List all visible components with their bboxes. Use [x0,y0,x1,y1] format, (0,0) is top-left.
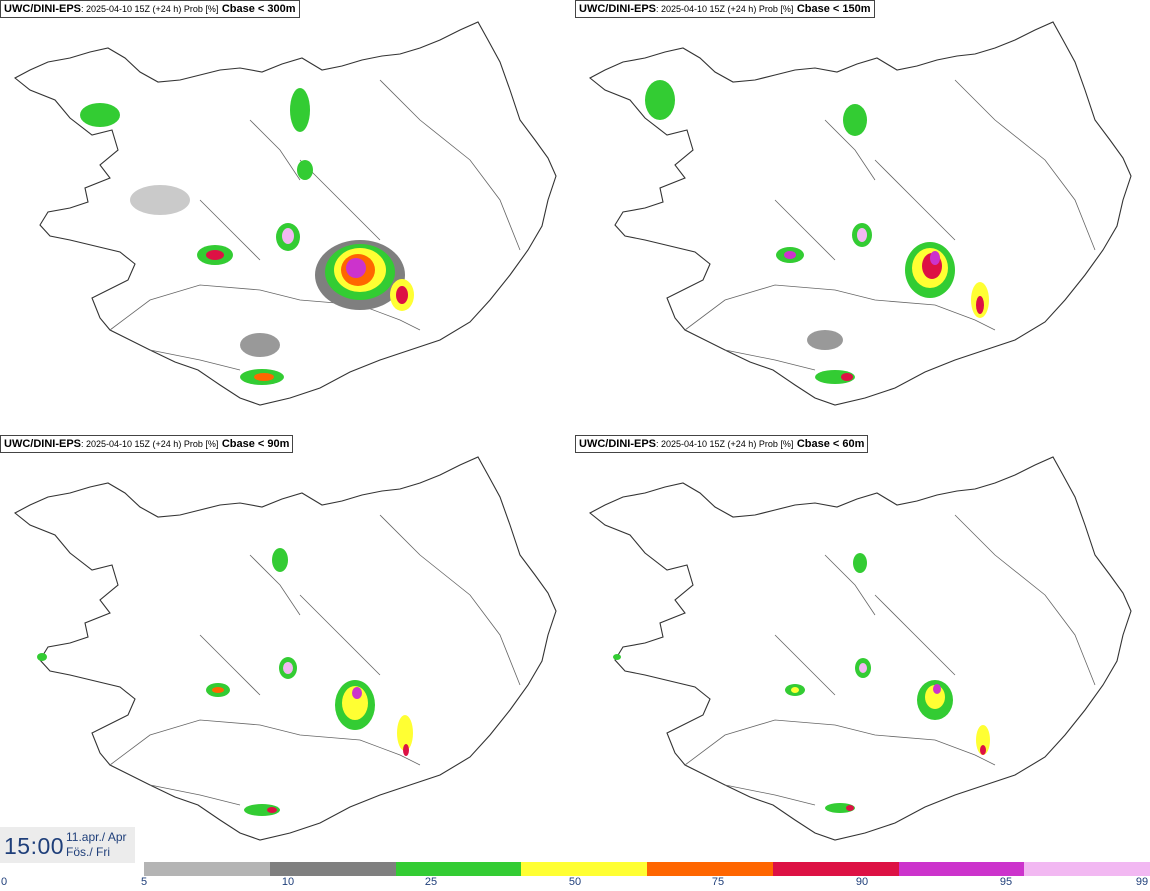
colorbar-tick-label: 99 [1136,876,1148,888]
date-line-2: Fös./ Fri [66,845,127,860]
threshold-label: Cbase < 150m [797,3,871,15]
colorbar-tick-label: 50 [569,876,581,888]
colorbar-segment [647,862,773,876]
valid-date: 11.apr./ Apr Fös./ Fri [66,830,127,860]
colorbar-tick-label: 90 [856,876,868,888]
coastline [590,22,1131,405]
colorbar-segment [773,862,899,876]
run-info: : 2025-04-10 15Z (+24 h) Prob [%] [656,4,793,14]
colorbar-ticks: 0 5 10 25 50 75 90 95 99 [0,876,1150,891]
run-info: : 2025-04-10 15Z (+24 h) Prob [%] [656,439,793,449]
coastline [15,457,556,840]
panel-title: UWC/DINI-EPS: 2025-04-10 15Z (+24 h) Pro… [0,435,293,453]
coastline [590,457,1131,840]
model-name: UWC/DINI-EPS [579,438,656,450]
run-info: : 2025-04-10 15Z (+24 h) Prob [%] [81,4,218,14]
colorbar-segment [1024,862,1150,876]
colorbar-tick-label: 25 [425,876,437,888]
model-name: UWC/DINI-EPS [579,3,656,15]
threshold-label: Cbase < 90m [222,438,290,450]
probability-colorbar [144,862,1150,876]
threshold-label: Cbase < 300m [222,3,296,15]
colorbar-tick-label: 0 [1,876,7,888]
colorbar-segment [521,862,647,876]
model-name: UWC/DINI-EPS [4,438,81,450]
map-panel-90m: UWC/DINI-EPS: 2025-04-10 15Z (+24 h) Pro… [0,435,575,870]
map-panel-60m: UWC/DINI-EPS: 2025-04-10 15Z (+24 h) Pro… [575,435,1150,870]
iceland-map-90m [0,435,575,870]
panel-title: UWC/DINI-EPS: 2025-04-10 15Z (+24 h) Pro… [0,0,300,18]
run-info: : 2025-04-10 15Z (+24 h) Prob [%] [81,439,218,449]
map-panel-150m: UWC/DINI-EPS: 2025-04-10 15Z (+24 h) Pro… [575,0,1150,435]
colorbar-tick-label: 75 [712,876,724,888]
iceland-map-60m [575,435,1150,870]
colorbar-segment [899,862,1025,876]
valid-time: 15:00 [4,833,64,860]
model-name: UWC/DINI-EPS [4,3,81,15]
colorbar-segment [144,862,270,876]
colorbar-segment [396,862,522,876]
colorbar-tick-label: 10 [282,876,294,888]
threshold-label: Cbase < 60m [797,438,865,450]
colorbar-segment [270,862,396,876]
panel-title: UWC/DINI-EPS: 2025-04-10 15Z (+24 h) Pro… [575,0,875,18]
panel-title: UWC/DINI-EPS: 2025-04-10 15Z (+24 h) Pro… [575,435,868,453]
iceland-map-150m [575,0,1150,435]
coastline [15,22,556,405]
colorbar-tick-label: 5 [141,876,147,888]
iceland-map-300m [0,0,575,435]
map-panel-300m: UWC/DINI-EPS: 2025-04-10 15Z (+24 h) Pro… [0,0,575,435]
colorbar-tick-label: 95 [1000,876,1012,888]
valid-time-box: 15:00 11.apr./ Apr Fös./ Fri [0,827,135,863]
date-line-1: 11.apr./ Apr [66,830,127,845]
